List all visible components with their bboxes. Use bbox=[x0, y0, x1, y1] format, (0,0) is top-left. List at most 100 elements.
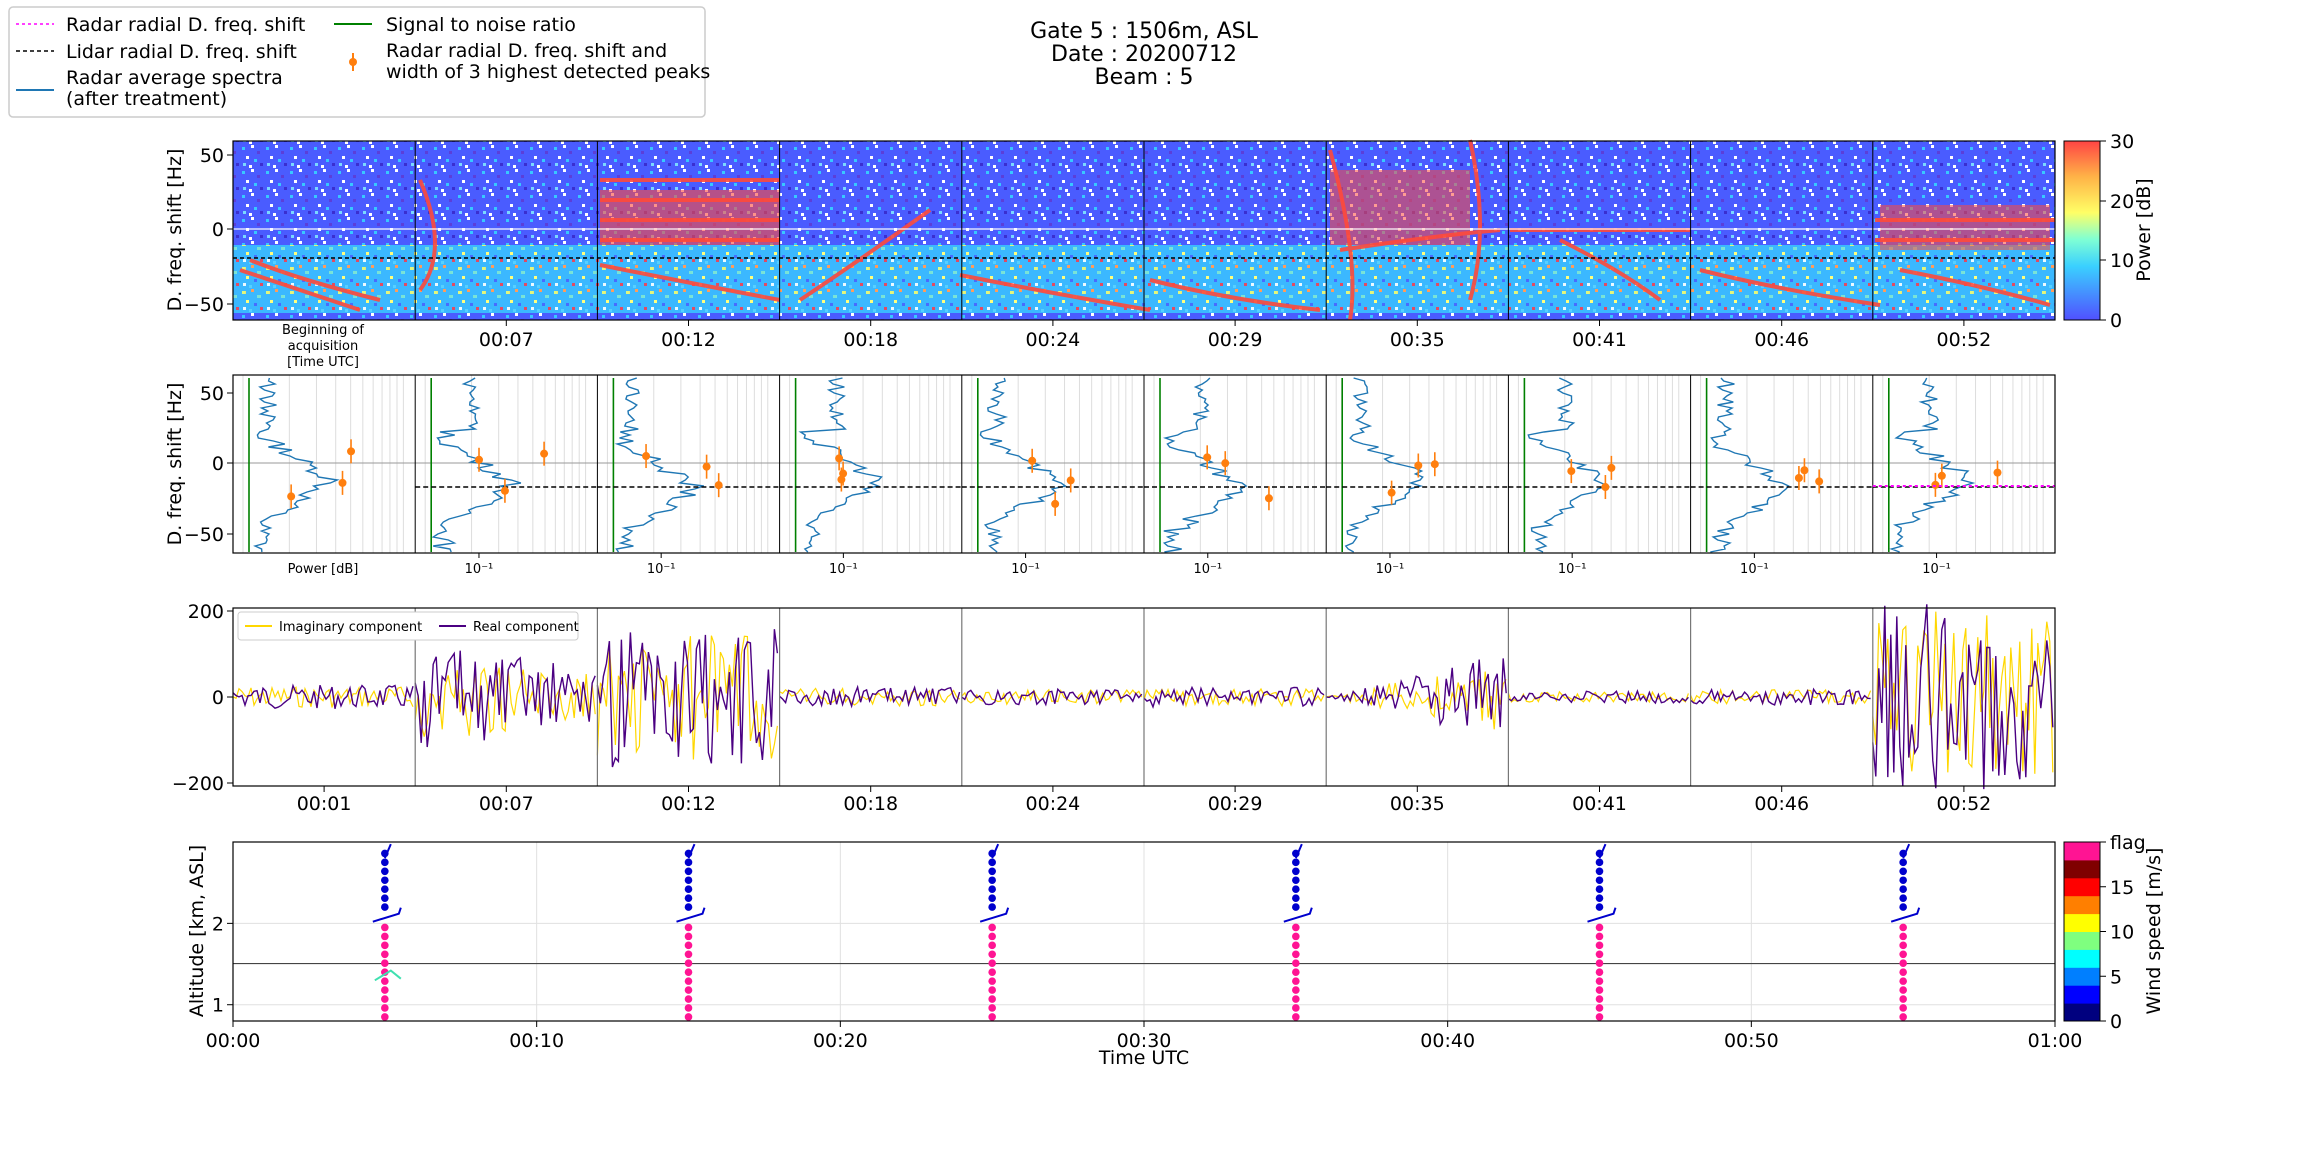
y-tick-label: 50 bbox=[200, 383, 224, 405]
colorbar-tick-label: 0 bbox=[2110, 1011, 2122, 1033]
peak-marker bbox=[837, 475, 846, 484]
peak-marker bbox=[1221, 459, 1230, 468]
profile-point bbox=[1899, 950, 1907, 959]
profile-point bbox=[988, 986, 996, 994]
profile-point bbox=[1899, 858, 1907, 867]
x-tick-label: 00:10 bbox=[509, 1030, 564, 1052]
wind-colorbar-cells bbox=[2064, 842, 2100, 1022]
colorbar-cell bbox=[2064, 949, 2100, 968]
colorbar-cell bbox=[2064, 859, 2100, 879]
profile-point bbox=[1292, 977, 1300, 985]
profile-point bbox=[1595, 995, 1604, 1003]
p1-yaxis: 50 0 −50 D. freq. shift [Hz] bbox=[164, 145, 233, 316]
legend-swatch-peaks bbox=[349, 58, 357, 66]
peak-marker bbox=[347, 447, 356, 456]
title-line: Gate 5 : 1506m, ASL bbox=[1030, 19, 1258, 44]
spectra-cells bbox=[248, 375, 2055, 553]
y-tick-label: 200 bbox=[188, 601, 224, 623]
profile-point bbox=[988, 941, 996, 950]
real-trace bbox=[1326, 658, 1507, 728]
profile-point bbox=[684, 885, 693, 893]
profile-point bbox=[1595, 876, 1604, 885]
profile-point bbox=[684, 858, 693, 867]
spectrum-line bbox=[1710, 377, 1790, 553]
profile-point bbox=[1899, 968, 1907, 976]
x-tick-label: 00:30 bbox=[1117, 1030, 1172, 1052]
spectrum-line bbox=[614, 377, 705, 553]
legend-label: width of 3 highest detected peaks bbox=[386, 61, 710, 83]
x-tick-label: 10⁻¹ bbox=[829, 562, 858, 577]
y-tick-label: 0 bbox=[212, 453, 224, 475]
profile-point bbox=[1292, 950, 1300, 959]
profile-point bbox=[1595, 923, 1604, 932]
peak-marker bbox=[1430, 460, 1439, 469]
peak-marker bbox=[702, 462, 711, 471]
x-tick-label: 00:12 bbox=[661, 329, 716, 351]
signal-panel: 200 0 −200 Imaginary component Real comp… bbox=[172, 601, 2056, 815]
profile-point bbox=[1899, 867, 1907, 876]
spectra-x-ticks: 10⁻¹ 10⁻¹ 10⁻¹ 10⁻¹ 10⁻¹ 10⁻¹ 10⁻¹ 10⁻¹ 10⁻¹ bbox=[465, 553, 1951, 577]
wind-barb bbox=[374, 969, 402, 982]
p1-x-ticks: 00:07 00:12 00:18 00:24 00:29 00:35 00:41 00:46… bbox=[479, 320, 1991, 351]
x-tick-label: 00:46 bbox=[1754, 793, 1809, 815]
x-tick-label: 00:52 bbox=[1937, 793, 1992, 815]
profile-point bbox=[381, 959, 389, 968]
profile-point bbox=[988, 885, 996, 893]
x-tick-label: 00:40 bbox=[1420, 1030, 1475, 1052]
x-tick-label: 00:18 bbox=[843, 329, 898, 351]
spectrum-line bbox=[1344, 377, 1424, 553]
spectrum-line bbox=[431, 377, 522, 553]
y-axis-label: D. freq. shift [Hz] bbox=[164, 383, 186, 546]
spectra-frame bbox=[232, 374, 2056, 554]
x-tick-label: 10⁻¹ bbox=[1376, 562, 1405, 577]
profile-point bbox=[684, 977, 693, 985]
x-tick-label: 00:52 bbox=[1937, 329, 1992, 351]
peak-marker bbox=[1051, 499, 1060, 508]
wind-y-label: Altitude [km, ASL] bbox=[186, 845, 208, 1017]
real-trace bbox=[779, 684, 961, 709]
x-tick-label: 10⁻¹ bbox=[1011, 562, 1040, 577]
wind-profile-points bbox=[372, 843, 1921, 1021]
spectrum-line bbox=[1889, 377, 1976, 553]
profile-point bbox=[1899, 1004, 1907, 1012]
p2-yaxis: 50 0 −50 D. freq. shift [Hz] bbox=[164, 383, 233, 546]
spectra-panel: 50 0 −50 D. freq. shift [Hz] Power [dB] … bbox=[164, 374, 2056, 577]
power-colorbar: 0 10 20 30 Power [dB] bbox=[2063, 131, 2155, 332]
profile-point bbox=[684, 876, 693, 885]
signal-legend-frame bbox=[237, 611, 579, 641]
peak-marker bbox=[540, 449, 549, 458]
profile-point bbox=[381, 941, 389, 950]
peak-marker bbox=[1387, 488, 1396, 497]
peak-marker bbox=[1993, 468, 2002, 477]
colorbar-tick-label: flag bbox=[2110, 832, 2146, 854]
peak-marker bbox=[1607, 463, 1616, 472]
x-tick-label: 00:20 bbox=[813, 1030, 868, 1052]
peak-marker bbox=[338, 478, 347, 487]
real-trace bbox=[1872, 604, 2054, 790]
profile-point bbox=[684, 1004, 693, 1012]
profile-point bbox=[1595, 858, 1604, 867]
x-tick-label: 00:41 bbox=[1572, 329, 1627, 351]
wind-barb bbox=[372, 907, 402, 923]
colorbar-tick-label: 15 bbox=[2110, 877, 2134, 899]
x-tick-label: 00:46 bbox=[1754, 329, 1809, 351]
peak-marker bbox=[642, 452, 651, 461]
real-trace bbox=[961, 687, 1143, 707]
profile-point bbox=[1292, 885, 1300, 893]
colorbar-cell bbox=[2064, 895, 2100, 915]
spectrogram-red-block bbox=[1330, 170, 1470, 245]
profile-point bbox=[1595, 959, 1604, 968]
title-line: Beam : 5 bbox=[1095, 65, 1194, 90]
peak-marker bbox=[835, 454, 844, 463]
power-colorbar-bar bbox=[2063, 140, 2101, 321]
profile-point bbox=[988, 1004, 996, 1012]
colorbar-cell bbox=[2064, 967, 2100, 986]
profile-point bbox=[988, 968, 996, 976]
y-axis-label: D. freq. shift [Hz] bbox=[164, 149, 186, 312]
profile-point bbox=[1595, 932, 1604, 941]
x-tick-label: 00:00 bbox=[206, 1030, 261, 1052]
colorbar-tick-label: 5 bbox=[2110, 966, 2122, 988]
x-tick-label: 10⁻¹ bbox=[647, 562, 676, 577]
legend-label: Radar average spectra bbox=[66, 67, 283, 89]
